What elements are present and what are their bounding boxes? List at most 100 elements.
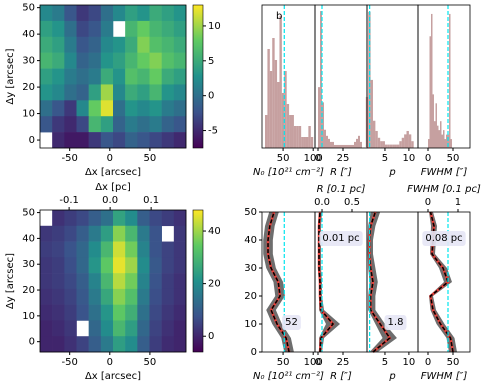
heatmap-cell [76,288,89,305]
histogram-bar [440,121,442,148]
heatmap-cell [88,288,102,305]
heatmap-cell [137,132,150,149]
heatmap-cell [149,304,162,321]
heatmap-cell [161,257,175,274]
top-x-axis-label: FWHM [0.1 pc] [407,184,481,195]
x-axis-label: Δx [arcsec] [85,167,141,178]
heatmap-cell [76,52,89,69]
heatmap-cell [137,68,150,85]
heatmap-cell [137,304,150,321]
heatmap-cell [76,5,89,22]
heatmap-cell [125,84,138,101]
histogram-bar [358,135,360,148]
top-x-tick-label: 0.5 [344,197,360,208]
heatmap-cell [173,273,187,290]
histogram-bar [437,125,439,148]
heatmap-cell [125,68,138,85]
heatmap-cell [52,336,65,353]
y-tick-label: 50 [22,208,35,219]
x-tick-label: 50 [277,357,290,368]
heatmap-cell [76,241,89,258]
heatmap-cell [149,100,162,117]
heatmap-cell [52,320,65,337]
x-tick-label: 50 [144,357,157,368]
heatmap-cell [88,210,102,227]
heatmap-cell [113,36,126,53]
x-tick-label: 0 [107,153,113,164]
x-tick-label: 0 [425,153,431,164]
heatmap-cell [52,225,65,242]
histogram-bar [432,94,434,148]
heatmap-cell [76,116,89,133]
heatmap-cell [100,132,114,149]
heatmap-cell [52,52,65,69]
top-x-axis-label: Δx [pc] [95,182,131,193]
annotation: 0.08 pc [425,233,462,244]
y-axis-label: Δy [arcsec] [5,48,16,104]
histogram-bar [380,141,383,148]
heatmap-cell [64,36,77,53]
histogram-bar [293,126,297,148]
histogram-bar [384,144,388,148]
heatmap-cell [137,241,150,258]
heatmap-cell [88,36,102,53]
heatmap-cell [100,52,114,69]
heatmap-cell [125,132,138,149]
histogram-bar [334,144,336,148]
heatmap-cell [52,36,65,53]
colorbar-tick-label: 5 [208,56,214,67]
heatmap-cell [161,288,175,305]
x-tick-label: 50 [447,357,460,368]
heatmap-cell [137,100,150,117]
histogram-bar [375,130,378,148]
heatmap-cell [125,336,138,353]
histogram-bar [372,120,376,148]
heatmap-cell [113,84,126,101]
histogram-bar [401,137,405,148]
histogram-bar [354,141,356,148]
histogram-bar [274,60,278,148]
heatmap-cell [100,84,114,101]
histogram-bar [279,16,282,148]
heatmap-cell [173,116,187,133]
heatmap-cell [88,336,102,353]
heatmap-cell [125,320,138,337]
heatmap-cell [52,5,65,22]
heatmap-cell [113,100,126,117]
heatmap-cell [76,304,89,321]
heatmap-cell [113,52,126,69]
heatmap-cell [76,100,89,117]
heatmap-cell [64,20,77,38]
heatmap-cell [76,257,89,274]
heatmap-cell [64,132,77,149]
frame [39,4,187,149]
heatmap-cell [64,320,77,337]
heatmap-cell [64,336,77,353]
heatmap-cell [125,100,138,117]
histogram-bar [396,144,400,148]
top-x-tick-label: 0.1 [143,195,159,206]
x-tick-label: 100 [304,357,323,368]
heatmap-cell [137,288,150,305]
heatmap-cell [137,320,150,337]
heatmap-cell [88,20,102,38]
x-axis-label: R [″] [330,371,352,382]
heatmap-cell [173,100,187,117]
histogram-bar [332,141,334,148]
x-axis-label: N₀ [10²¹ cm⁻²] [253,371,324,382]
heatmap-cell [161,132,175,149]
heatmap-cell [161,241,175,258]
heatmap-cell [137,84,150,101]
top-x-tick-label: -0.1 [59,195,79,206]
annotation: 52 [285,317,298,328]
heatmap-cell [161,20,175,38]
heatmap-cell [161,84,175,101]
colorbar-tick-label: 20 [208,279,221,290]
heatmap-cell [173,225,187,242]
heatmap-cell [100,20,114,38]
heatmap-cell [113,5,126,22]
heatmap-cell [149,336,162,353]
histogram-bar [446,134,448,148]
histogram-bar [340,144,342,148]
